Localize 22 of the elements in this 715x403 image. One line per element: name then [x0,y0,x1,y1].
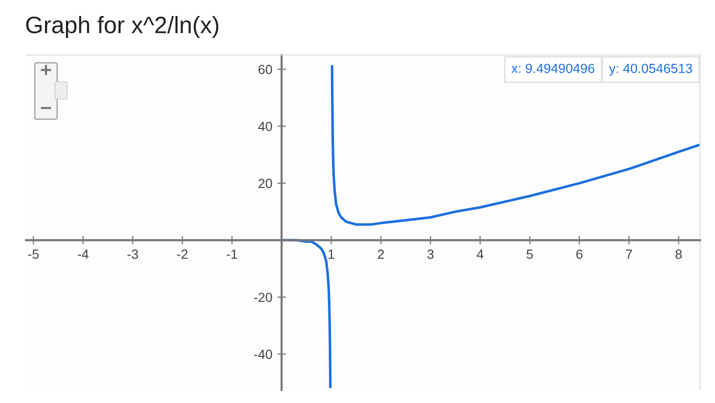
x-tick-label: 2 [378,250,384,259]
y-tick-label: 20 [258,178,272,188]
line-series [330,65,700,226]
x-tick-label: -4 [78,250,89,259]
x-tick-label: 6 [576,250,582,259]
x-tick-label: 5 [526,250,533,259]
x-tick-label: 4 [476,250,484,259]
y-tick-label: -20 [254,292,272,302]
y-tick-label: 40 [258,122,272,132]
chart-title: Graph for x^2/ln(x) [26,16,218,38]
y-tick-label: 60 [258,64,272,74]
annotation: y: 40.0546513 [609,64,692,76]
x-tick-label: 1 [328,250,334,259]
x-tick-label: 8 [676,250,682,259]
x-tick-label: -3 [127,250,138,259]
y-tick-label: -40 [254,350,272,360]
annotation: x: 9.49490496 [511,64,594,74]
x-tick-label: 3 [427,250,434,259]
x-tick-label: -1 [226,250,238,259]
x-tick-label: -2 [177,250,188,259]
x-tick-label: -5 [28,250,39,259]
x-tick-label: 7 [626,250,632,259]
